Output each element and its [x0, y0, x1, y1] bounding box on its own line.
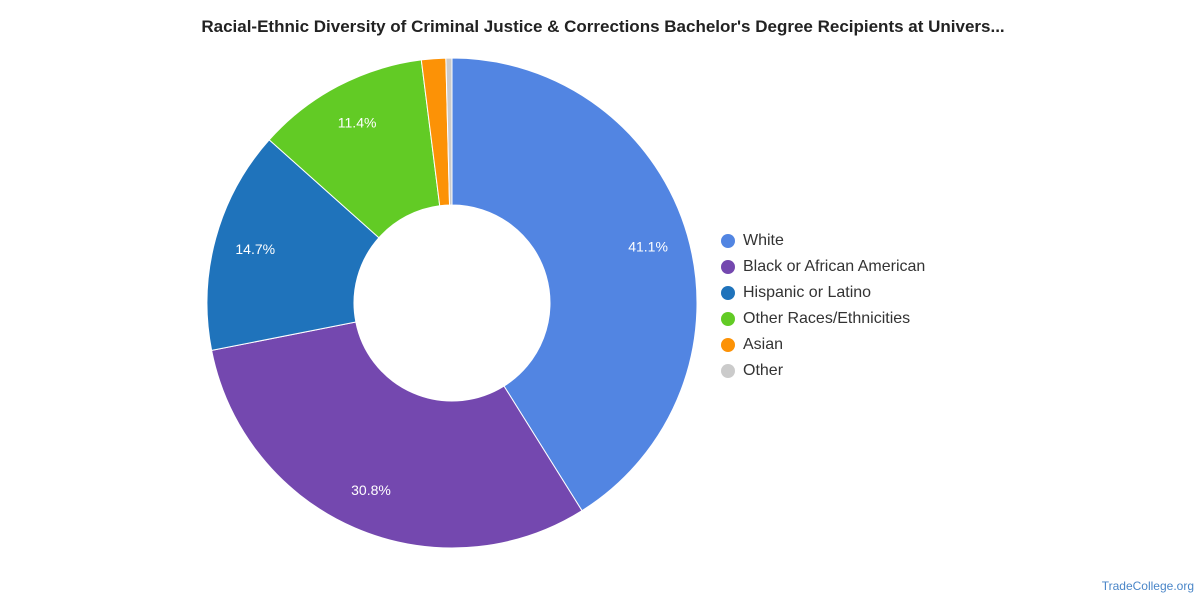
legend-swatch-icon	[721, 286, 735, 300]
legend-swatch-icon	[721, 312, 735, 326]
slice-label-black-or-african-american: 30.8%	[351, 482, 391, 498]
legend-item-black-or-african-american[interactable]: Black or African American	[721, 254, 925, 280]
source-credit[interactable]: TradeCollege.org	[1101, 579, 1194, 593]
slice-white[interactable]	[451, 57, 698, 512]
chart-legend: White Black or African American Hispanic o…	[721, 228, 925, 384]
legend-label: Hispanic or Latino	[743, 284, 872, 301]
legend-item-other[interactable]: Other	[721, 358, 925, 384]
slice-label-white: 41.1%	[628, 239, 668, 255]
legend-label: White	[743, 232, 784, 249]
legend-item-white[interactable]: White	[721, 228, 925, 254]
legend-label: Black or African American	[743, 258, 926, 275]
legend-item-asian[interactable]: Asian	[721, 332, 925, 358]
slice-label-other-races-ethnicities: 11.4%	[338, 114, 377, 130]
legend-label: Asian	[743, 336, 784, 353]
slice-other[interactable]	[445, 57, 453, 206]
legend-swatch-icon	[721, 364, 735, 378]
slice-other-races-ethnicities[interactable]	[268, 59, 441, 239]
legend-swatch-icon	[721, 234, 735, 248]
chart-title: Racial-Ethnic Diversity of Criminal Just…	[201, 17, 1005, 36]
slice-hispanic-or-latino[interactable]	[206, 139, 380, 352]
legend-item-hispanic-or-latino[interactable]: Hispanic or Latino	[721, 280, 925, 306]
legend-item-other-races-ethnicities[interactable]: Other Races/Ethnicities	[721, 306, 925, 332]
legend-label: Other	[743, 362, 784, 379]
legend-swatch-icon	[721, 260, 735, 274]
legend-swatch-icon	[721, 338, 735, 352]
slice-label-hispanic-or-latino: 14.7%	[235, 241, 275, 257]
legend-label: Other Races/Ethnicities	[743, 310, 911, 327]
slice-black-or-african-american[interactable]	[211, 321, 583, 549]
